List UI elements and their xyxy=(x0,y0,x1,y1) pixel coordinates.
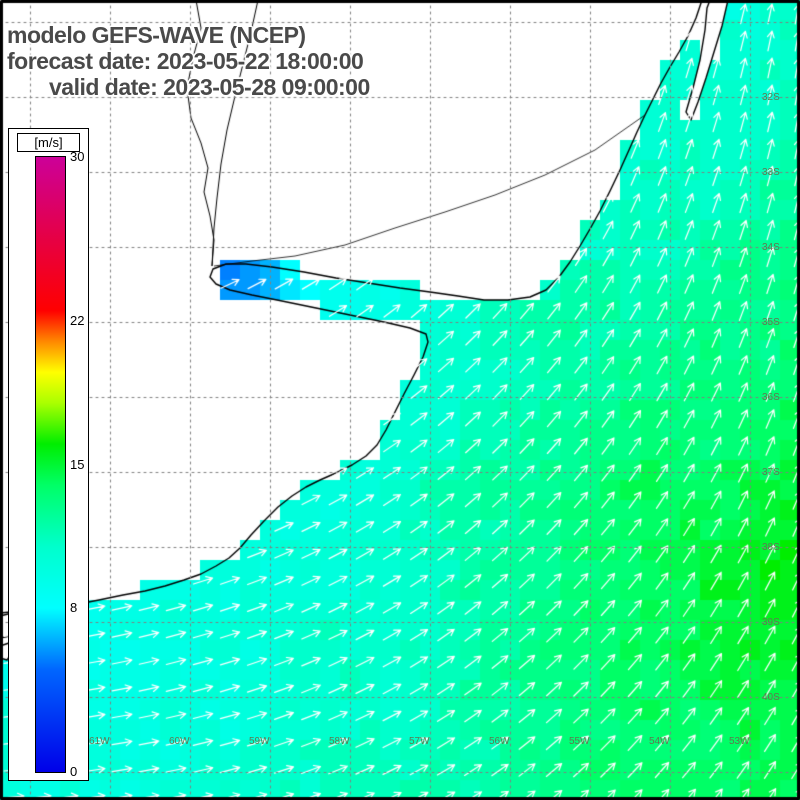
model-title: modelo GEFS-WAVE (NCEP) xyxy=(7,22,306,48)
colorbar-units-label: [m/s] xyxy=(17,133,80,152)
colorbar-tick-8: 8 xyxy=(70,600,78,615)
colorbar-tick-22: 22 xyxy=(70,313,85,328)
forecast-date-label: forecast date: 2023-05-22 18:00:00 xyxy=(7,48,364,74)
title-block: modelo GEFS-WAVE (NCEP) forecast date: 2… xyxy=(7,22,370,100)
colorbar-tick-30: 30 xyxy=(70,149,85,164)
valid-date-label: valid date: 2023-05-28 09:00:00 xyxy=(49,74,370,100)
colorbar-legend: [m/s] 30 22 15 8 0 xyxy=(8,128,89,781)
colorbar-tick-0: 0 xyxy=(70,764,78,779)
colorbar-gradient xyxy=(35,156,66,773)
colorbar-tick-15: 15 xyxy=(70,456,85,472)
